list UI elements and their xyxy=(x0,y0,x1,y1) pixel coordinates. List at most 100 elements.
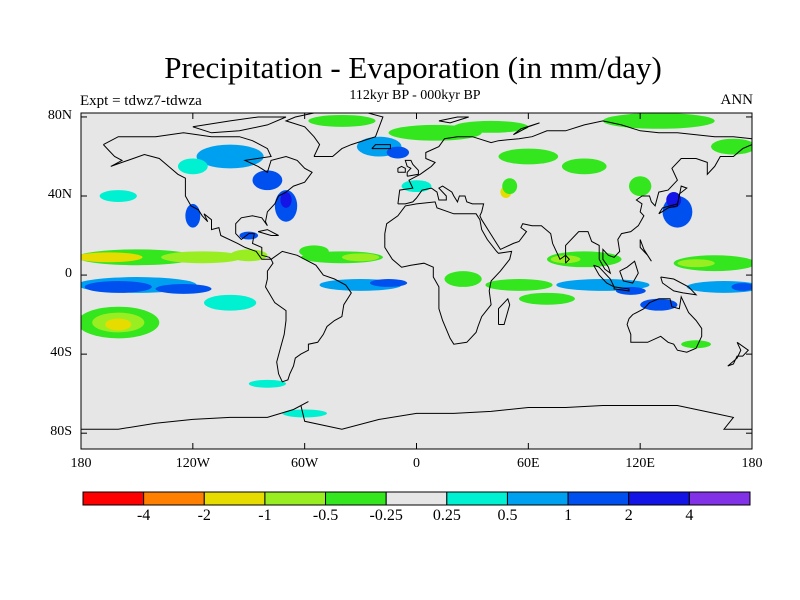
anomaly-region-6 xyxy=(155,283,212,294)
coastline-svalbard xyxy=(438,116,469,124)
anomaly-region-10 xyxy=(204,294,257,311)
anomaly-region-32 xyxy=(628,176,652,197)
coastline-borneo xyxy=(619,260,639,284)
coastline-ireland xyxy=(397,165,406,173)
anomaly-region-40 xyxy=(731,282,752,291)
anomaly-region-44 xyxy=(444,271,482,287)
anomaly-region-29 xyxy=(711,138,752,155)
lon-label: 60E xyxy=(517,456,540,471)
anomaly-region-14 xyxy=(369,279,408,287)
coastline-philippines xyxy=(639,239,652,262)
coastline-antarctica xyxy=(81,401,752,430)
coastline-hudson-islands xyxy=(192,116,287,134)
anomaly-region-22 xyxy=(386,146,410,159)
anomaly-region-18 xyxy=(185,203,201,228)
lon-label: 120E xyxy=(625,456,655,471)
anomaly-field-layer xyxy=(81,113,752,418)
coastline-madagascar xyxy=(498,297,511,325)
colorbar-swatch-4 xyxy=(325,491,387,506)
colorbar-swatch-10 xyxy=(688,491,751,506)
anomaly-region-17 xyxy=(280,192,292,208)
coastline-south-america xyxy=(264,250,352,383)
anomaly-region-9 xyxy=(105,318,132,331)
coastline-new-guinea xyxy=(660,276,698,296)
coastline-eurasia xyxy=(397,120,752,275)
lon-label: 180 xyxy=(70,456,92,471)
anomaly-region-3 xyxy=(230,249,268,262)
colorbar-swatch-5 xyxy=(385,491,448,506)
coastline-africa xyxy=(384,201,513,345)
colorbar-label: -4 xyxy=(136,507,151,524)
plot-subtitle: 112kyr BP - 000kyr BP xyxy=(349,88,481,103)
axis-ticks xyxy=(80,113,753,449)
coastline-japan xyxy=(658,185,688,215)
anomaly-region-47 xyxy=(177,158,208,175)
anomaly-region-53 xyxy=(401,180,432,193)
colorbar-swatch-1 xyxy=(143,491,205,506)
colorbar-swatch-9 xyxy=(628,491,690,506)
anomaly-region-50 xyxy=(248,379,287,388)
lat-label: 40S xyxy=(50,345,72,361)
anomaly-region-5 xyxy=(84,281,152,293)
lon-label: 180 xyxy=(741,456,763,471)
colorbar-label: 0.25 xyxy=(432,507,461,524)
coastline-novaya-zemlya xyxy=(513,122,540,136)
colorbar xyxy=(82,491,751,506)
anomaly-region-25 xyxy=(453,120,529,133)
colorbar-label: 0.5 xyxy=(497,507,518,524)
colorbar-label: 2 xyxy=(624,507,633,524)
anomaly-region-15 xyxy=(299,245,329,258)
colorbar-label: -2 xyxy=(197,507,211,524)
colorbar-swatch-7 xyxy=(506,491,569,506)
anomaly-region-36 xyxy=(615,286,646,295)
colorbar-swatch-0 xyxy=(82,491,145,506)
anomaly-region-48 xyxy=(99,190,137,202)
lon-label: 0 xyxy=(413,456,420,471)
colorbar-label: 4 xyxy=(685,507,694,524)
lat-label: 40N xyxy=(47,187,72,202)
coastline-uk xyxy=(404,159,419,177)
colorbar-swatch-2 xyxy=(203,491,266,506)
anomaly-region-51 xyxy=(282,409,328,418)
coastline-greenland xyxy=(284,113,384,157)
anomaly-region-41 xyxy=(640,298,678,311)
coastline-new-zealand xyxy=(727,341,750,367)
coastline-australia xyxy=(626,295,703,353)
anomaly-region-1 xyxy=(81,252,143,263)
anomaly-region-12 xyxy=(341,253,380,262)
anomaly-region-49 xyxy=(681,340,711,349)
colorbar-label: -0.25 xyxy=(369,507,403,524)
anomaly-region-23 xyxy=(308,114,376,127)
anomaly-region-19 xyxy=(196,144,264,169)
colorbar-label: 1 xyxy=(564,507,573,524)
experiment-label: Expt = tdwz7-tdwza xyxy=(80,93,202,109)
anomaly-region-27 xyxy=(561,158,607,175)
coastline-layer xyxy=(81,113,752,430)
anomaly-region-20 xyxy=(252,170,283,191)
anomaly-region-46 xyxy=(502,178,518,195)
coastline-java xyxy=(613,286,630,292)
anomaly-region-26 xyxy=(498,148,559,165)
lat-label: 0 xyxy=(65,266,72,282)
coastline-iceland xyxy=(371,144,391,150)
coastline-cuba xyxy=(257,229,279,236)
colorbar-swatch-6 xyxy=(446,491,508,506)
colorbar-swatch-3 xyxy=(264,491,327,506)
lat-label: 80N xyxy=(47,107,72,123)
colorbar-swatch-8 xyxy=(567,491,630,506)
coastline-sri-lanka xyxy=(565,254,570,264)
season-label: ANN xyxy=(720,92,754,108)
lon-label: 60W xyxy=(291,456,319,471)
anomaly-region-2 xyxy=(161,251,244,264)
plot-title: Precipitation - Evaporation (in mm/day) xyxy=(164,50,662,85)
colorbar-label: -0.5 xyxy=(312,507,339,524)
coastline-north-america xyxy=(103,132,313,260)
anomaly-region-43 xyxy=(519,292,575,305)
colorbar-label: -1 xyxy=(258,507,272,524)
lon-label: 120W xyxy=(175,456,210,471)
lat-label: 80S xyxy=(50,424,72,440)
anomaly-region-38 xyxy=(677,259,715,268)
anomaly-region-28 xyxy=(602,113,715,129)
anomaly-region-42 xyxy=(485,279,553,291)
